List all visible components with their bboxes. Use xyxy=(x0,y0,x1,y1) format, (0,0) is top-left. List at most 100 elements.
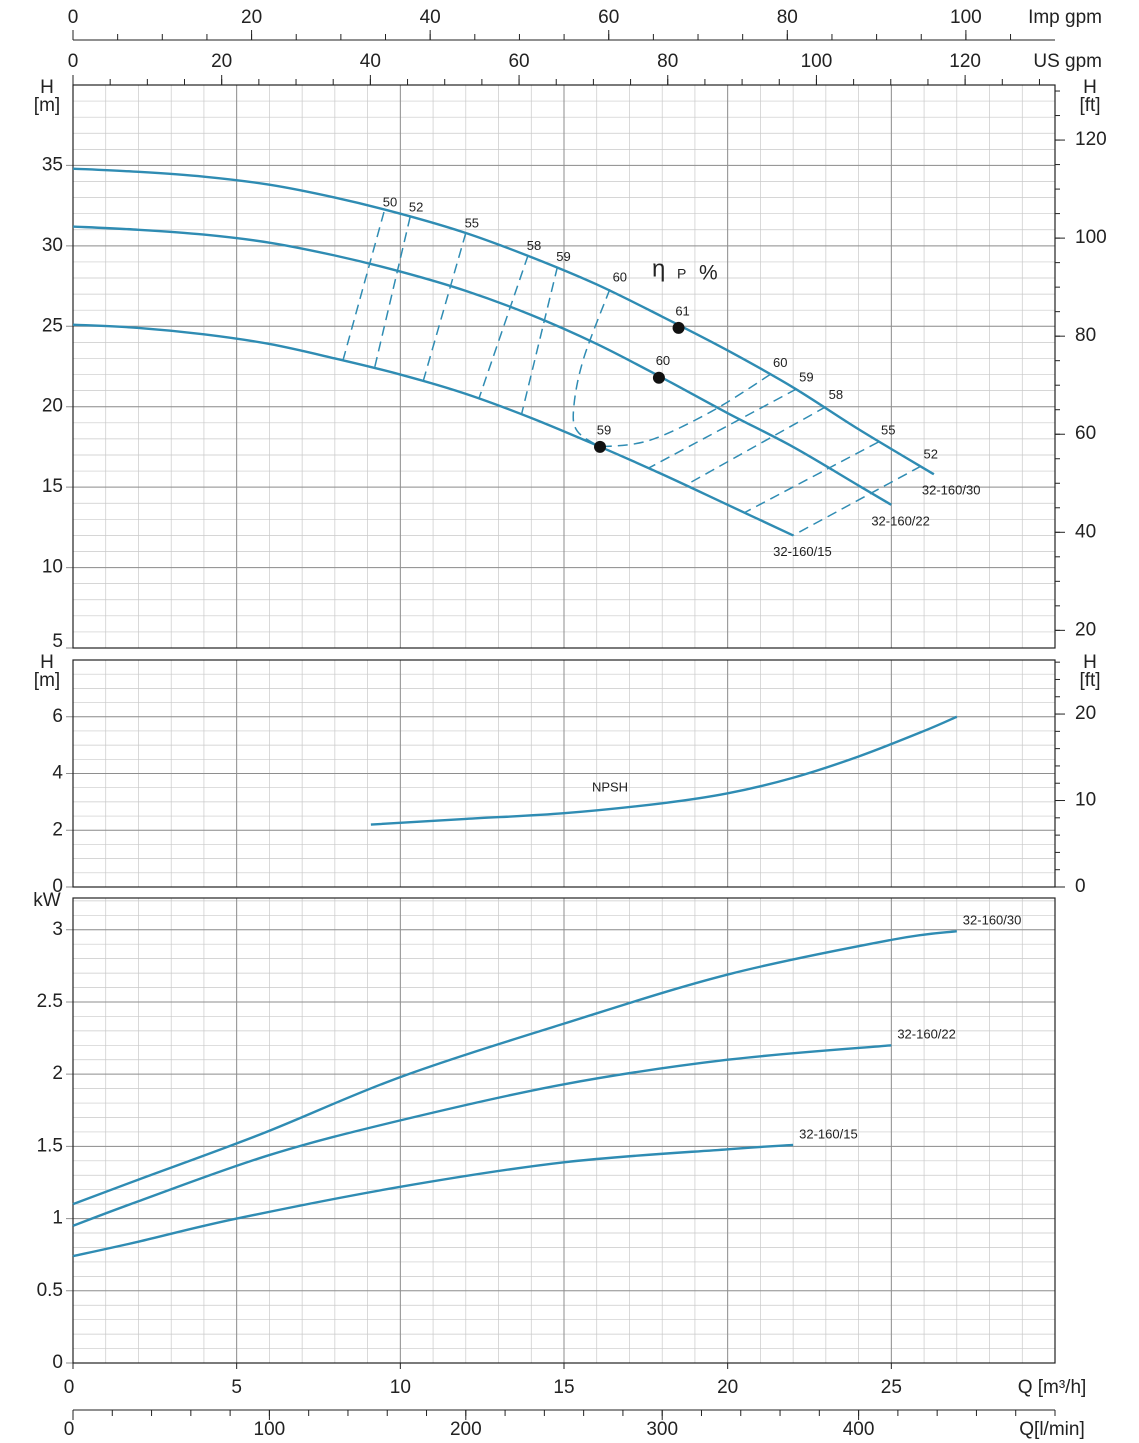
top-tick-label: 20 xyxy=(241,7,262,28)
bottom-axis-label: Q[l/min] xyxy=(1019,1419,1084,1440)
y-tick-label: 2 xyxy=(52,819,63,840)
best-efficiency-label: 61 xyxy=(675,303,689,318)
top-tick-label: 40 xyxy=(420,7,441,28)
eta-subscript: P xyxy=(677,266,686,282)
plot-frame xyxy=(72,659,1056,888)
y-tick-label: 4 xyxy=(52,763,63,784)
y-tick-label: 2 xyxy=(52,1063,63,1084)
y-tick-label: 20 xyxy=(42,396,63,417)
top-tick-label: 20 xyxy=(211,51,232,72)
y-axis-label: [m] xyxy=(34,95,60,116)
curve-label: NPSH xyxy=(592,780,628,795)
top-axis-label: Imp gpm xyxy=(1028,7,1102,28)
eta-symbol: η xyxy=(652,255,665,282)
efficiency-label: 59 xyxy=(799,369,813,384)
efficiency-contour xyxy=(792,465,922,537)
curve xyxy=(72,1143,794,1258)
bottom-tick-label: 0 xyxy=(64,1419,75,1440)
top-tick-label: 60 xyxy=(508,51,529,72)
y2-tick-label: 20 xyxy=(1075,619,1096,640)
x-axis-label: Q [m³/h] xyxy=(1018,1377,1087,1398)
y-tick-label: 30 xyxy=(42,235,63,256)
best-efficiency-point xyxy=(652,371,665,384)
y2-axis-label: H xyxy=(1083,77,1097,98)
y2-tick-label: 120 xyxy=(1075,129,1107,150)
top-tick-label: 0 xyxy=(68,51,79,72)
y-tick-label: 2.5 xyxy=(37,991,63,1012)
curve xyxy=(72,167,935,476)
curve-label: 32-160/15 xyxy=(773,544,832,559)
y-tick-label: 6 xyxy=(52,706,63,727)
y2-tick-label: 10 xyxy=(1075,790,1096,811)
y-axis-label: [m] xyxy=(34,670,60,691)
y2-tick-label: 100 xyxy=(1075,227,1107,248)
eta-unit: % xyxy=(699,262,718,285)
curve-label: 32-160/15 xyxy=(799,1126,858,1141)
curve xyxy=(72,323,794,537)
best-efficiency-point xyxy=(672,321,685,334)
efficiency-contour xyxy=(599,373,771,448)
efficiency-contour xyxy=(520,266,559,415)
y-tick-label: 15 xyxy=(42,476,63,497)
x-tick-label: 0 xyxy=(64,1377,75,1398)
bottom-tick-label: 300 xyxy=(646,1419,678,1440)
y2-tick-label: 20 xyxy=(1075,703,1096,724)
curve-label: 32-160/30 xyxy=(922,483,981,498)
curve xyxy=(72,225,892,506)
curve-label: 32-160/22 xyxy=(897,1027,956,1042)
x-tick-label: 15 xyxy=(553,1377,574,1398)
efficiency-contour xyxy=(648,388,797,469)
x-tick-label: 20 xyxy=(717,1377,738,1398)
y-axis-label: kW xyxy=(33,890,61,911)
top-tick-label: 80 xyxy=(777,7,798,28)
efficiency-label: 55 xyxy=(881,423,895,438)
top-tick-label: 80 xyxy=(657,51,678,72)
y-tick-label: 0 xyxy=(52,876,63,897)
efficiency-contour xyxy=(373,216,411,370)
bottom-tick-label: 400 xyxy=(843,1419,875,1440)
y-axis-label: H xyxy=(40,77,54,98)
efficiency-contour xyxy=(743,441,879,514)
x-tick-label: 25 xyxy=(881,1377,902,1398)
y-tick-label: 10 xyxy=(42,557,63,578)
efficiency-contour xyxy=(478,255,529,399)
curve xyxy=(72,1044,892,1227)
top-tick-label: 120 xyxy=(949,51,981,72)
y2-tick-label: 80 xyxy=(1075,325,1096,346)
y-tick-label: 3 xyxy=(52,919,63,940)
efficiency-label: 60 xyxy=(613,270,627,285)
efficiency-label: 50 xyxy=(383,195,397,210)
x-tick-label: 10 xyxy=(390,1377,411,1398)
y-tick-label: 0 xyxy=(52,1352,63,1373)
curve-label: 32-160/22 xyxy=(871,513,930,528)
y2-axis-label: [ft] xyxy=(1079,95,1100,116)
y-tick-label: 1.5 xyxy=(37,1135,63,1156)
efficiency-label: 52 xyxy=(409,199,423,214)
efficiency-contour xyxy=(342,211,385,361)
x-tick-label: 5 xyxy=(231,1377,242,1398)
y2-tick-label: 0 xyxy=(1075,876,1086,897)
best-efficiency-label: 59 xyxy=(597,422,611,437)
best-efficiency-label: 60 xyxy=(656,353,670,368)
y-tick-label: 0.5 xyxy=(37,1280,63,1301)
efficiency-label: 58 xyxy=(527,238,541,253)
efficiency-label: 59 xyxy=(556,249,570,264)
efficiency-label: 58 xyxy=(829,387,843,402)
y2-axis-label: H xyxy=(1083,652,1097,673)
curve xyxy=(370,715,958,826)
y2-tick-label: 60 xyxy=(1075,423,1096,444)
efficiency-label: 52 xyxy=(924,447,938,462)
y-tick-label: 25 xyxy=(42,315,63,336)
y-axis-label: H xyxy=(40,652,54,673)
curve xyxy=(72,930,957,1206)
top-axis-label: US gpm xyxy=(1033,51,1102,72)
y2-axis-label: [ft] xyxy=(1079,670,1100,691)
curve-label: 32-160/30 xyxy=(963,913,1022,928)
top-tick-label: 0 xyxy=(68,7,79,28)
bottom-tick-label: 200 xyxy=(450,1419,482,1440)
y-tick-label: 1 xyxy=(52,1208,63,1229)
top-tick-label: 40 xyxy=(360,51,381,72)
bottom-tick-label: 100 xyxy=(254,1419,286,1440)
y-tick-label: 35 xyxy=(42,154,63,175)
